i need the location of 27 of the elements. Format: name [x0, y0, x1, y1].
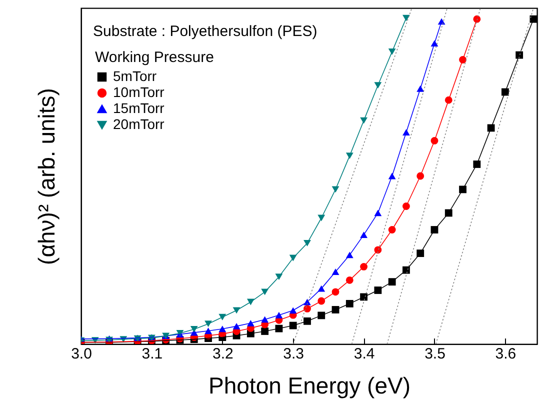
point	[275, 324, 283, 332]
x-tick-label: 3.5	[424, 346, 446, 362]
legend-label: 10mTorr	[113, 84, 165, 100]
x-tick-label: 3.1	[142, 346, 163, 362]
x-axis-title: Photon Energy (eV)	[208, 372, 411, 398]
point	[459, 186, 466, 194]
legend-label: 5mTorr	[113, 68, 157, 84]
legend-label: 15mTorr	[113, 100, 165, 116]
y-axis-title: (αhν)² (arb. units)	[34, 88, 60, 265]
point	[232, 322, 240, 330]
point	[318, 312, 326, 320]
x-tick-label: 3.3	[283, 346, 304, 362]
x-tick-label: 3.0	[71, 346, 92, 362]
point	[275, 312, 283, 318]
point	[473, 160, 481, 168]
legend-label: 20mTorr	[113, 116, 165, 132]
x-tick-label: 3.2	[212, 346, 234, 362]
point	[232, 307, 240, 314]
annotation: Substrate : Polyethersulfon (PES)	[93, 23, 318, 40]
point	[487, 124, 495, 132]
legend-title: Working Pressure	[95, 49, 214, 66]
point	[246, 320, 254, 326]
x-tick-label: 3.4	[354, 346, 375, 362]
x-tick-label: 3.6	[495, 346, 516, 362]
point	[346, 300, 354, 308]
point	[304, 317, 311, 325]
point	[374, 286, 382, 294]
